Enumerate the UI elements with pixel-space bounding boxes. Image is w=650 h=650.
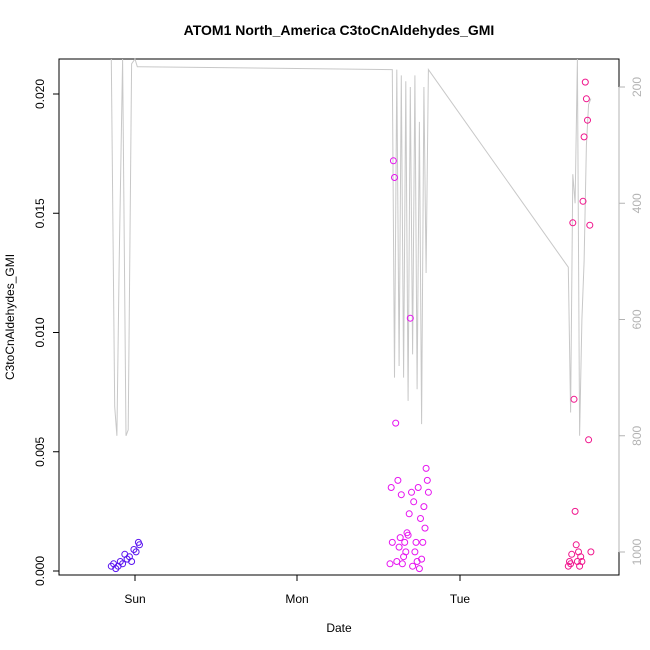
data-point [130, 546, 138, 553]
data-point [584, 116, 591, 124]
data-point [414, 484, 422, 491]
data-point [422, 464, 430, 472]
data-point [119, 560, 127, 568]
axes-layer: Sun Mon Tue 0.000 0.005 0.010 0.015 0.020 200 400… [33, 77, 644, 606]
y2-tick-label: 200 [630, 77, 644, 97]
data-point [417, 515, 424, 522]
data-point [410, 498, 418, 506]
data-point [393, 558, 401, 565]
data-point [421, 524, 429, 532]
data-point [411, 548, 419, 556]
data-point [572, 541, 580, 549]
data-point [389, 157, 397, 165]
y-tick-label: 0.000 [33, 556, 47, 586]
data-point [587, 548, 595, 556]
data-point [568, 550, 576, 558]
data-point [401, 538, 409, 546]
data-point [406, 314, 414, 322]
data-point [136, 541, 143, 549]
plot-frame [58, 58, 620, 576]
data-point [396, 534, 404, 542]
data-point [579, 197, 587, 205]
data-point [564, 562, 572, 570]
y-axis-label: C3toCnAldehydes_GMI [3, 254, 17, 380]
data-point [408, 488, 415, 496]
data-point [569, 219, 577, 227]
series-1 [107, 538, 143, 573]
data-point [420, 503, 428, 511]
data-point [409, 562, 417, 570]
data-point [132, 548, 140, 556]
data-point [392, 419, 400, 427]
data-point [586, 221, 594, 229]
pressure-line-layer [110, 57, 592, 436]
data-point [577, 553, 585, 561]
data-point [394, 476, 402, 484]
data-point [571, 507, 579, 515]
data-point [404, 531, 412, 539]
x-tick-label: Tue [450, 592, 471, 606]
data-point [397, 491, 405, 499]
data-point [402, 548, 410, 556]
data-point [570, 395, 578, 403]
data-point [419, 538, 427, 546]
y2-tick-label: 600 [630, 309, 644, 329]
y2-tick-label: 1000 [630, 538, 644, 565]
y-tick-label: 0.010 [33, 317, 47, 347]
data-point [405, 510, 413, 518]
x-tick-label: Sun [124, 592, 145, 606]
data-point [423, 476, 431, 484]
data-point [391, 174, 398, 181]
series-3 [564, 78, 595, 570]
data-point [567, 560, 575, 568]
data-point [387, 484, 395, 491]
data-point [386, 560, 394, 568]
y-tick-label: 0.015 [33, 198, 47, 228]
data-point [412, 538, 420, 546]
data-point [581, 78, 589, 86]
series-2 [386, 157, 432, 573]
data-point [388, 538, 396, 546]
y2-tick-label: 800 [630, 425, 644, 445]
chart-title: ATOM1 North_America C3toCnAldehydes_GMI [184, 22, 495, 38]
data-point [585, 436, 593, 444]
data-point [582, 95, 590, 103]
data-point [116, 558, 124, 565]
data-point [128, 558, 136, 565]
data-point [418, 555, 426, 563]
y-tick-label: 0.020 [33, 79, 47, 109]
x-tick-label: Mon [285, 592, 308, 606]
x-axis-label: Date [326, 621, 352, 635]
data-point [395, 543, 403, 551]
data-point [398, 560, 406, 568]
data-point [578, 558, 586, 565]
data-point [424, 488, 432, 496]
pressure-line [110, 57, 592, 436]
y-tick-label: 0.005 [33, 436, 47, 466]
data-point [580, 133, 588, 141]
data-points-layer [107, 78, 595, 573]
data-point [112, 565, 120, 573]
data-point [415, 565, 423, 573]
y2-tick-label: 400 [630, 193, 644, 213]
